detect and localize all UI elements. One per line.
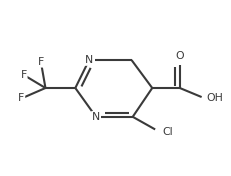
Text: F: F [38, 57, 44, 67]
Text: OH: OH [206, 93, 223, 103]
Text: O: O [176, 51, 184, 61]
Text: F: F [21, 70, 27, 80]
Text: Cl: Cl [163, 127, 173, 137]
Text: N: N [85, 55, 93, 65]
Text: N: N [92, 112, 100, 122]
Text: F: F [18, 93, 24, 103]
